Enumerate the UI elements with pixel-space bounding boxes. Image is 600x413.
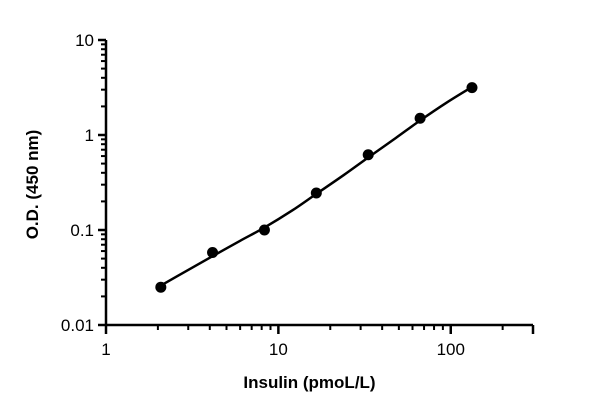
data-point [155, 281, 167, 293]
data-point [414, 112, 426, 124]
data-point [207, 246, 219, 258]
y-tick-label: 0.01 [61, 316, 94, 335]
data-point [466, 82, 478, 94]
x-tick-label: 1 [101, 340, 110, 359]
y-tick-label: 1 [85, 126, 94, 145]
data-points-group [155, 82, 478, 293]
data-point [310, 187, 322, 199]
x-tick-label: 100 [437, 340, 465, 359]
x-tick-label: 10 [269, 340, 288, 359]
ticks-group [98, 38, 535, 334]
y-tick-label: 0.1 [70, 221, 94, 240]
data-point [258, 224, 270, 236]
data-point [362, 149, 374, 161]
x-axis-title: Insulin (pmoL/L) [243, 373, 375, 392]
axes-group [104, 40, 533, 327]
y-tick-label: 10 [75, 31, 94, 50]
tick-labels-group: 0.01 0.1 1 10 1 10 100 [61, 31, 465, 359]
y-axis-title: O.D. (450 nm) [23, 130, 42, 240]
